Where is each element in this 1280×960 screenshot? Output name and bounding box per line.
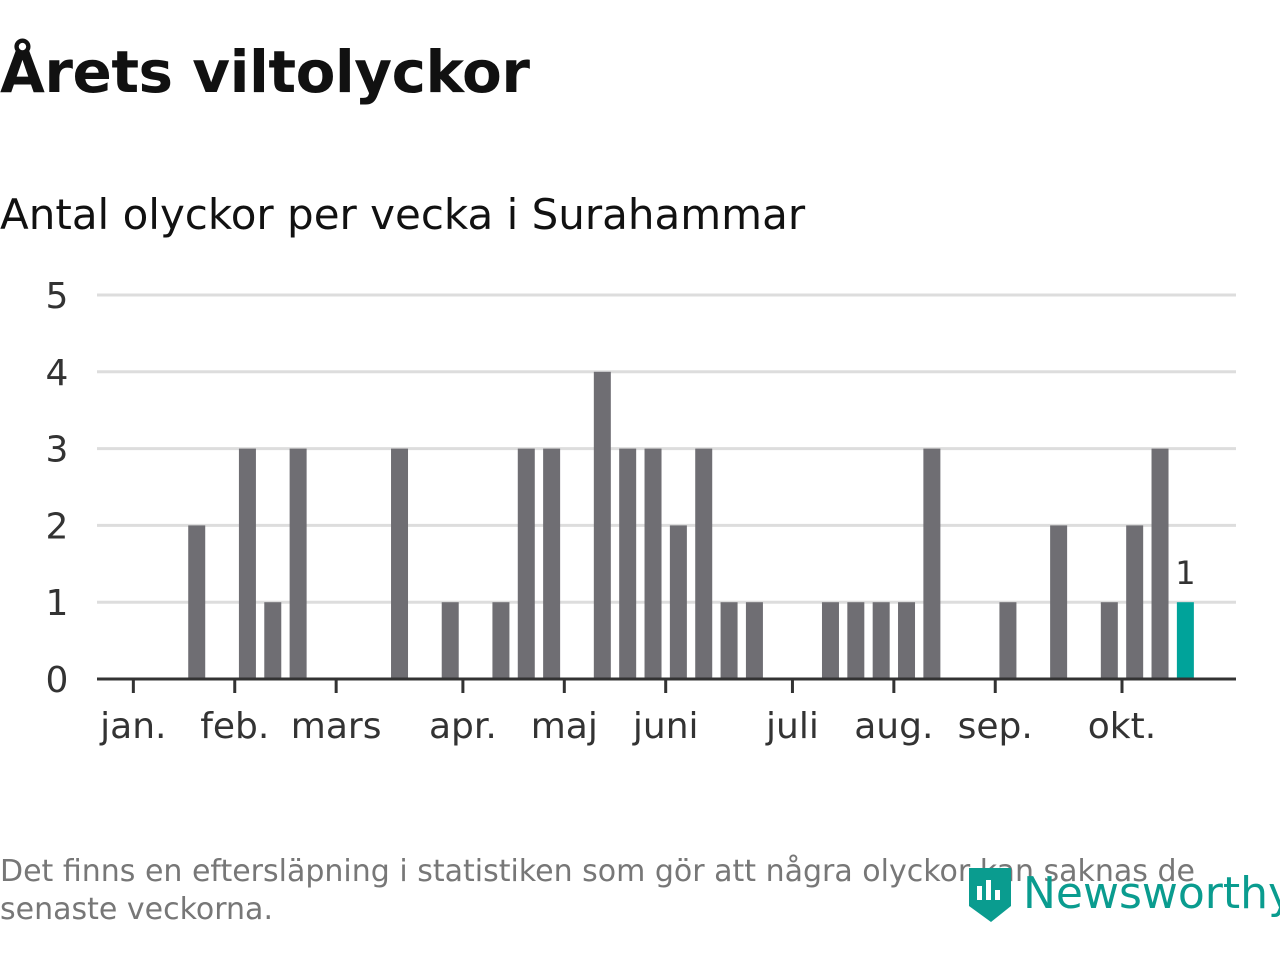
x-axis: jan. feb. mars apr. maj juni juli aug. sep. okt. xyxy=(97,677,1236,747)
bar-week xyxy=(644,448,662,679)
annotations: 1 xyxy=(1175,554,1195,592)
x-tick-label: juli xyxy=(765,706,819,747)
y-axis-labels: 0 1 2 3 4 5 xyxy=(46,276,69,701)
bar-current-week xyxy=(1176,602,1194,679)
bar-week xyxy=(619,448,637,679)
x-tick-label: jan. xyxy=(99,706,166,747)
bar-week xyxy=(720,602,738,679)
bar-week xyxy=(745,602,763,679)
bar-week xyxy=(1151,448,1169,679)
bar-week xyxy=(695,448,713,679)
y-tick-label: 3 xyxy=(46,430,69,471)
x-tick-label: mars xyxy=(291,706,382,747)
current-week-value-label: 1 xyxy=(1175,554,1195,592)
y-tick-label: 2 xyxy=(46,506,69,547)
bar-week xyxy=(492,602,510,679)
y-tick-label: 5 xyxy=(46,276,69,317)
bar-week xyxy=(188,525,206,679)
logo-text: Newsworthy xyxy=(1023,867,1280,919)
bar-week xyxy=(669,525,687,679)
bar-week xyxy=(593,371,611,679)
bar-chart-icon xyxy=(969,868,1011,922)
bar-week xyxy=(821,602,839,679)
x-tick-label: juni xyxy=(632,706,699,747)
bar-week xyxy=(289,448,307,679)
gridlines xyxy=(97,293,1236,604)
bar-week xyxy=(847,602,865,679)
chart-title: Årets viltolyckor xyxy=(0,38,530,106)
bar-week xyxy=(391,448,409,679)
y-tick-label: 0 xyxy=(46,660,69,701)
x-tick-label: okt. xyxy=(1088,706,1156,747)
bar-week xyxy=(1050,525,1068,679)
bar-week xyxy=(923,448,941,679)
bar-week xyxy=(543,448,561,679)
x-tick-label: maj xyxy=(531,706,598,747)
bar-week xyxy=(238,448,256,679)
bar-week xyxy=(441,602,459,679)
chart-subtitle: Antal olyckor per vecka i Surahammar xyxy=(0,190,806,239)
bar-week xyxy=(517,448,535,679)
bar-week xyxy=(1100,602,1118,679)
bar-week xyxy=(898,602,916,679)
x-tick-label: sep. xyxy=(958,706,1033,747)
x-tick-label: apr. xyxy=(429,706,497,747)
y-tick-label: 4 xyxy=(46,353,69,394)
bar-chart: 0 1 2 3 4 5 jan. feb. mars apr. maj juni juli aug. se… xyxy=(46,276,1236,747)
y-tick-label: 1 xyxy=(46,583,69,624)
newsworthy-logo: Newsworthy xyxy=(965,860,1280,926)
x-tick-label: feb. xyxy=(200,706,269,747)
x-tick-label: aug. xyxy=(854,706,933,747)
bar-week xyxy=(999,602,1017,679)
bar-week xyxy=(1126,525,1144,679)
bars xyxy=(188,371,1194,679)
bar-week xyxy=(872,602,890,679)
bar-week xyxy=(264,602,282,679)
